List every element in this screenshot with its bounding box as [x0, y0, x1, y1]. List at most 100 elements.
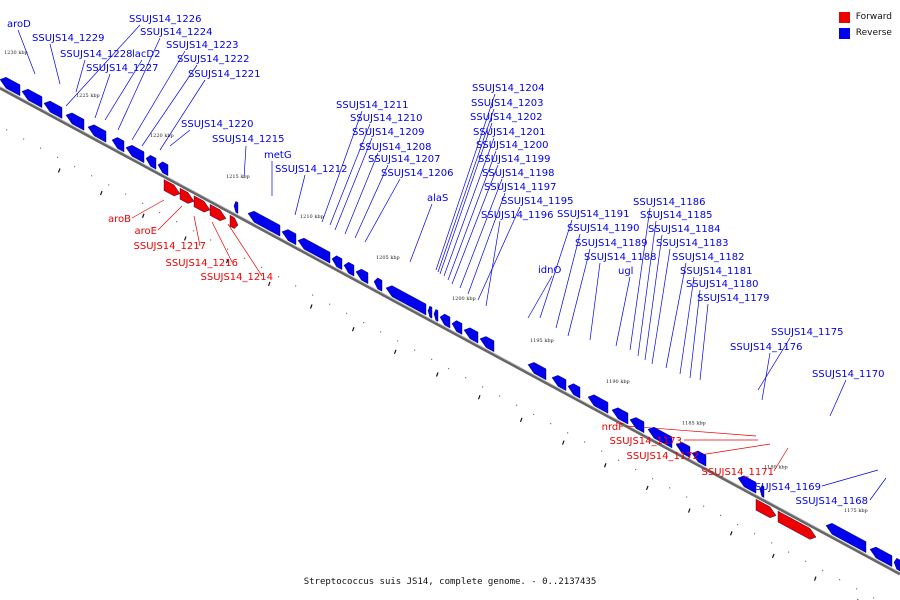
- tick-dot: [40, 147, 42, 149]
- gene-label: metG: [264, 150, 292, 161]
- leader-line: [364, 178, 401, 243]
- leader-line: [665, 262, 687, 369]
- tick-dot: [805, 560, 807, 562]
- gene-label: SSUJS14_1169: [749, 482, 822, 493]
- gene-label: nrdF: [602, 422, 625, 433]
- gene-label: SSUJS14_1226: [129, 14, 202, 25]
- leader-line: [409, 203, 433, 263]
- tick-dot: [788, 551, 790, 553]
- scale-mark: 1175 kbp: [844, 508, 868, 514]
- tick-dot: [91, 175, 93, 177]
- gene-label: SSUJS14_1189: [575, 238, 648, 249]
- reverse-gene: [427, 305, 433, 319]
- gene-label: SSUJS14_1185: [640, 210, 713, 221]
- tick-dot: [295, 285, 297, 287]
- tick-dot: [312, 294, 314, 296]
- leader-line: [104, 59, 143, 121]
- leader-line: [761, 352, 771, 401]
- reverse-gene: [297, 237, 331, 264]
- reverse-gene: [355, 268, 369, 285]
- scale-mark: 1220 kbp: [150, 133, 174, 139]
- tick-dot: [482, 386, 484, 388]
- gene-label: SSUJS14_1172: [627, 451, 700, 462]
- tick-dot: [499, 395, 501, 397]
- leader-line: [637, 220, 657, 357]
- leader-line: [699, 303, 709, 381]
- tick-dash: [729, 531, 733, 536]
- reverse-gene: [691, 450, 707, 467]
- tick-dot: [703, 505, 705, 507]
- tick-dash: [477, 394, 481, 400]
- leader-line: [435, 93, 496, 271]
- tick-dot: [159, 211, 161, 214]
- reverse-gene: [893, 557, 900, 572]
- tick-dot: [210, 239, 212, 241]
- leader-line: [539, 219, 573, 319]
- legend-label-reverse: Reverse: [855, 28, 892, 38]
- tick-dot: [380, 331, 382, 333]
- tick-dot: [176, 221, 178, 223]
- scale-mark: 1205 kbp: [376, 255, 400, 261]
- tick-dot: [856, 588, 858, 590]
- tick-dot: [261, 266, 263, 269]
- reverse-gene: [587, 394, 609, 414]
- gene-label: SSUJS14_1229: [32, 33, 105, 44]
- forward-gene: [777, 510, 817, 540]
- leader-line: [589, 262, 601, 341]
- leader-line: [94, 73, 111, 119]
- leader-line: [829, 379, 847, 417]
- leader-line: [65, 24, 141, 107]
- leader-line: [567, 248, 591, 337]
- forward-gene: [163, 179, 181, 197]
- tick-dash: [687, 508, 691, 513]
- reverse-gene: [551, 375, 567, 391]
- gene-label: alaS: [427, 193, 448, 204]
- scale-mark: 1185 kbp: [682, 420, 706, 426]
- tick-dash: [267, 281, 271, 287]
- leader-line: [757, 337, 791, 391]
- reverse-gene: [433, 309, 439, 322]
- tick-dot: [431, 358, 433, 360]
- reverse-gene: [527, 362, 547, 381]
- gene-label: SSUJS14_1175: [771, 327, 844, 338]
- tick-dot: [346, 312, 348, 315]
- tick-dot: [23, 138, 25, 140]
- scale-mark: 1225 kbp: [76, 93, 100, 99]
- reverse-gene: [629, 417, 645, 434]
- tick-dash: [603, 463, 607, 468]
- gene-label: SSUJS14_1206: [381, 168, 454, 179]
- reverse-gene: [125, 145, 145, 164]
- leader-line: [227, 223, 263, 277]
- leader-line: [321, 110, 363, 223]
- leader-line: [17, 29, 36, 75]
- reverse-gene: [233, 201, 239, 214]
- leader-line: [443, 137, 495, 277]
- tick-dot: [686, 496, 688, 498]
- leader-line: [699, 443, 771, 456]
- tick-dash: [225, 258, 229, 264]
- gene-label: SSUJS14_1190: [567, 223, 640, 234]
- leader-line: [447, 150, 497, 281]
- reverse-gene: [111, 137, 125, 153]
- tick-dot: [737, 523, 739, 526]
- leader-line: [689, 289, 701, 379]
- gene-label: SSUJS14_1209: [352, 127, 425, 138]
- reverse-gene: [343, 261, 355, 277]
- genome-backbone: [0, 86, 900, 576]
- tick-dot: [448, 367, 450, 370]
- gene-label: SSUJS14_1183: [656, 238, 729, 249]
- tick-dot: [108, 184, 110, 186]
- gene-label: SSUJS14_1180: [686, 279, 759, 290]
- forward-gene: [179, 187, 195, 204]
- tick-dot: [227, 248, 229, 250]
- leader-line: [869, 477, 887, 501]
- gene-label: SSUJS14_1212: [275, 164, 348, 175]
- tick-dash: [99, 190, 103, 196]
- reverse-gene: [675, 442, 691, 458]
- gene-label: SSUJS14_1200: [476, 140, 549, 151]
- tick-dot: [771, 542, 773, 544]
- gene-label: SSUJS14_1215: [212, 134, 285, 145]
- tick-dash: [309, 304, 313, 309]
- scale-mark: 1200 kbp: [452, 296, 476, 302]
- legend: Forward Reverse: [838, 9, 892, 41]
